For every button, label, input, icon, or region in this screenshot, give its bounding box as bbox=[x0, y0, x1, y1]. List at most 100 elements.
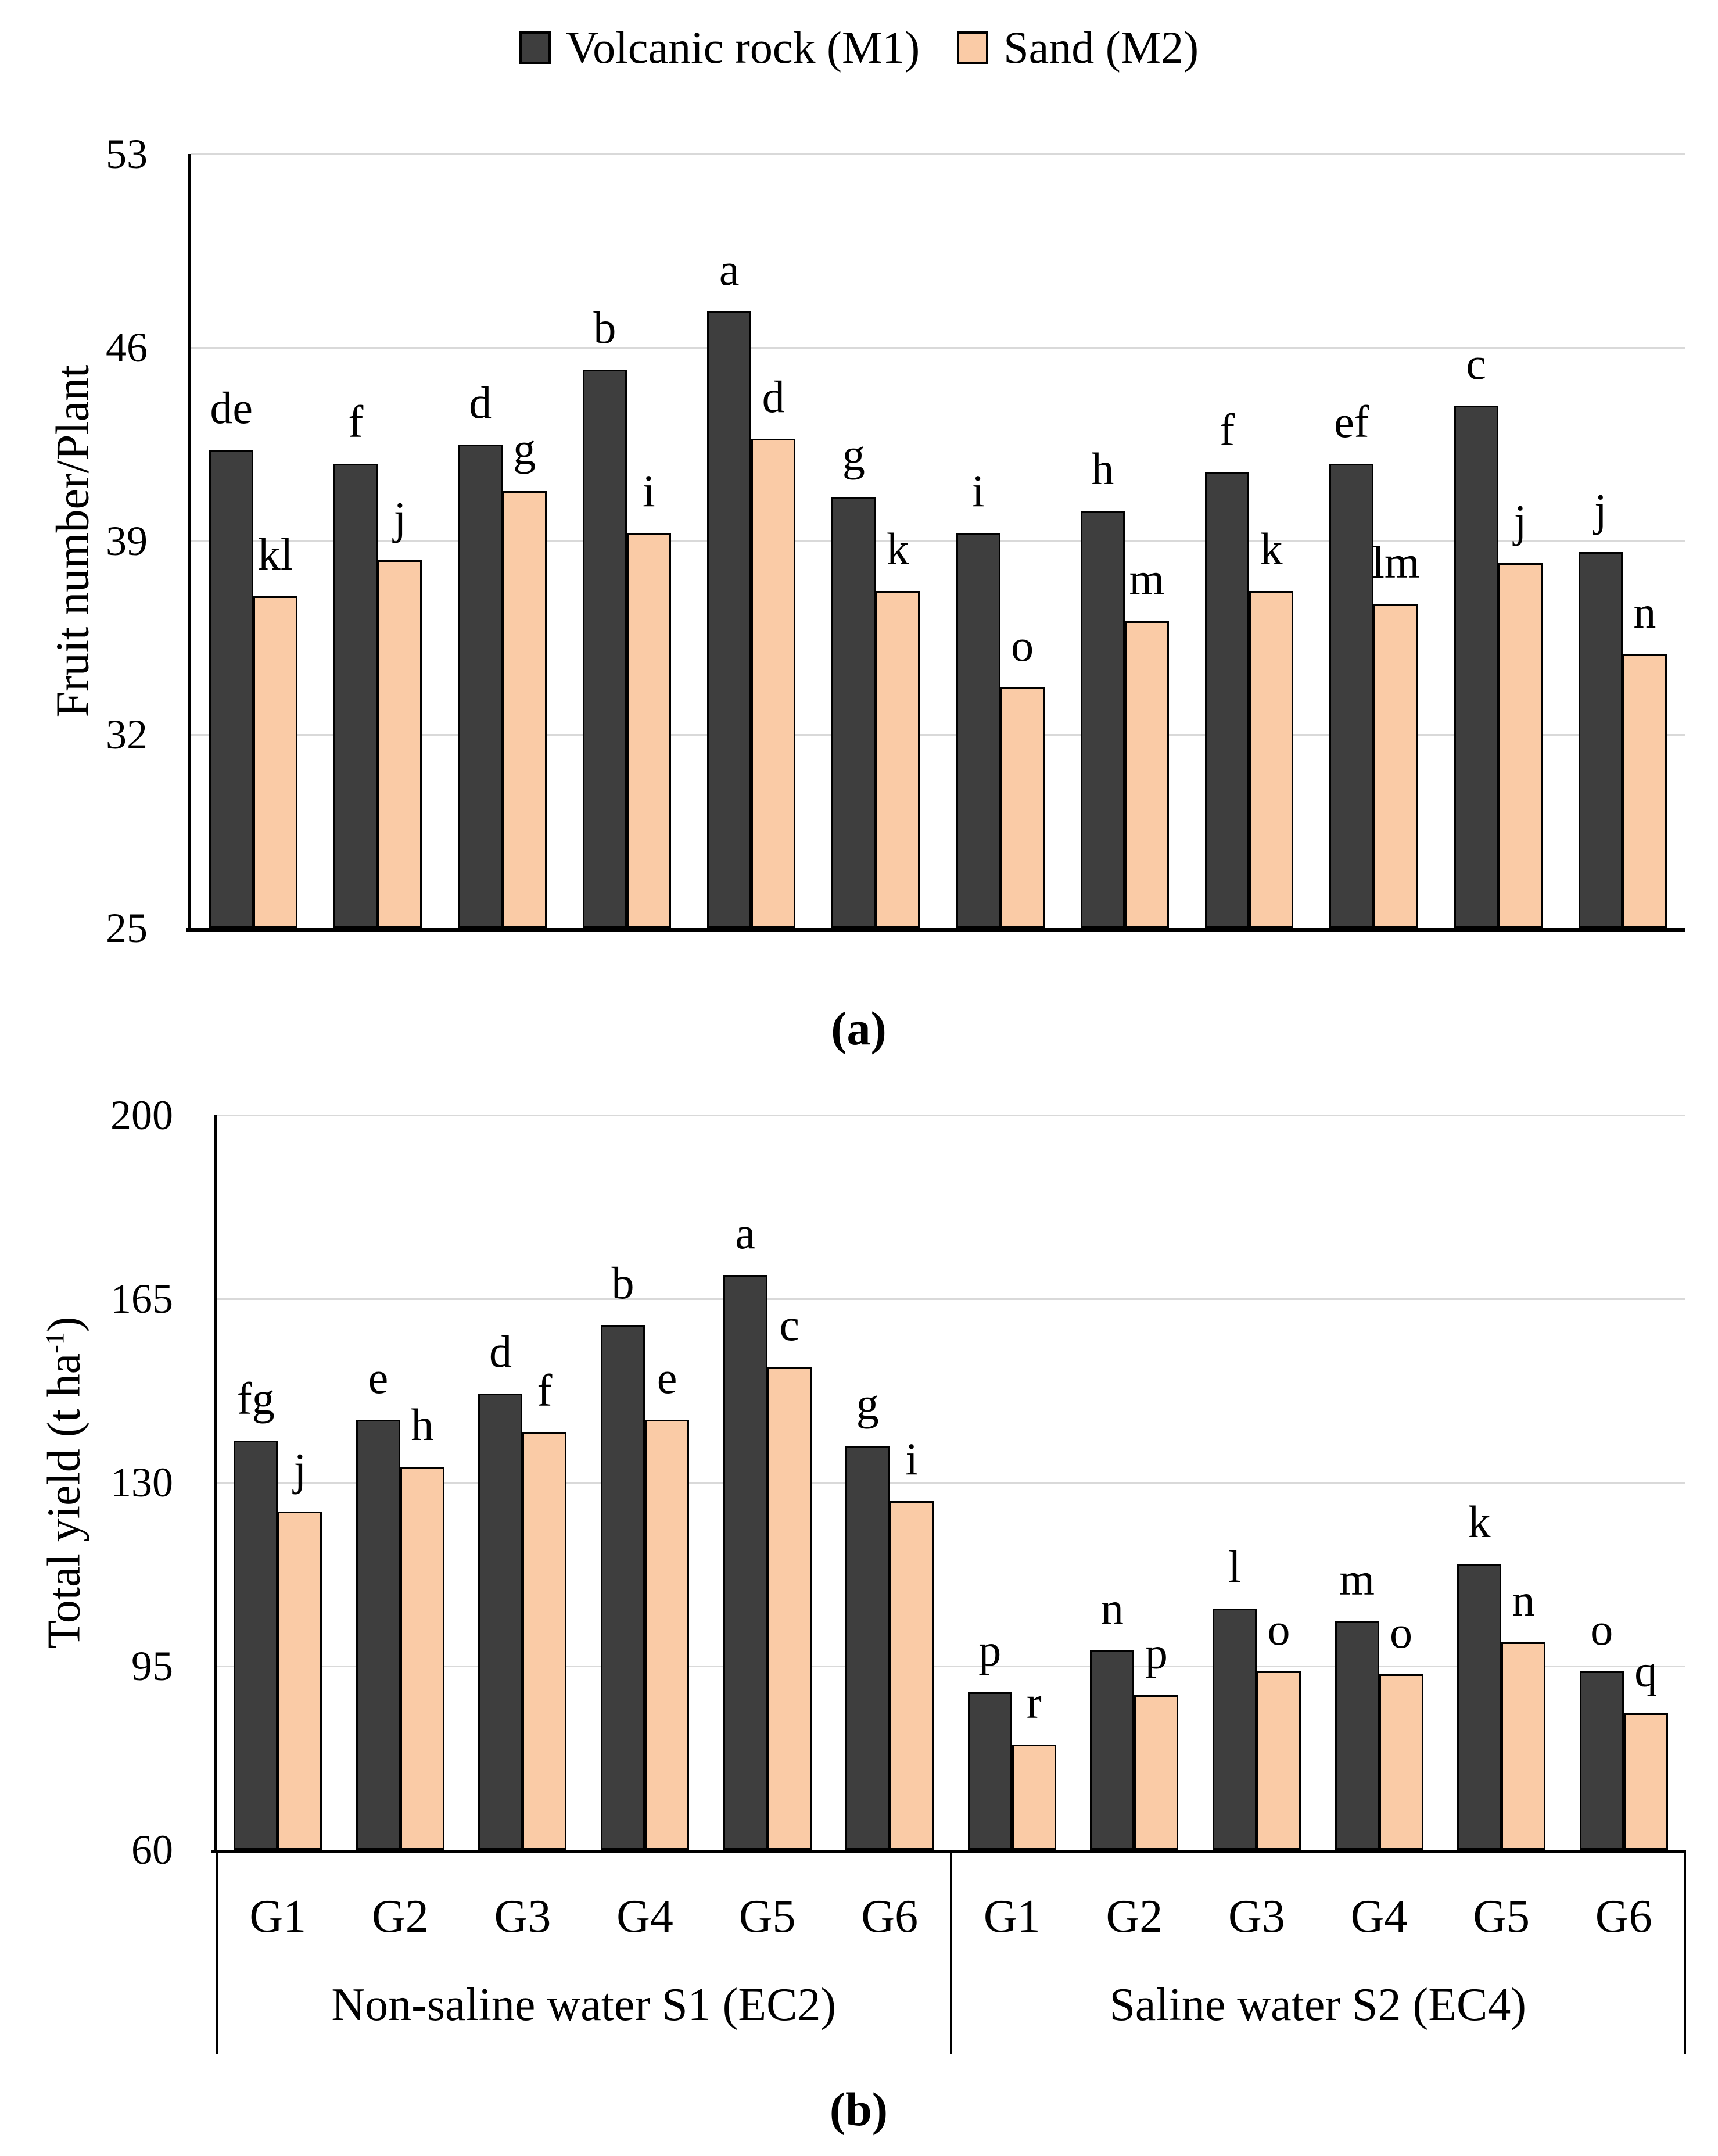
y-tick-label-46: 46 bbox=[106, 324, 148, 371]
significance-letter-sand-5: d bbox=[762, 371, 785, 422]
bar-volcanic-rock-7 bbox=[967, 1692, 1012, 1850]
x-axis-divider-2 bbox=[949, 1850, 952, 2054]
bar-volcanic-rock-12 bbox=[1579, 1671, 1624, 1850]
bar-volcanic-rock-10 bbox=[1329, 463, 1374, 928]
caption-panel-b: (b) bbox=[829, 2083, 888, 2136]
significance-letter-sand-4: e bbox=[657, 1352, 677, 1403]
y-gridline-165 bbox=[217, 1298, 1685, 1300]
x-category-label-7: G1 bbox=[983, 1891, 1041, 1942]
bar-volcanic-rock-9 bbox=[1205, 472, 1250, 928]
y-gridline-95 bbox=[217, 1665, 1685, 1667]
bar-volcanic-rock-2 bbox=[333, 463, 378, 928]
significance-letter-volcanic-rock-1: fg bbox=[236, 1373, 275, 1424]
bar-volcanic-rock-3 bbox=[478, 1393, 523, 1850]
x-category-label-8: G2 bbox=[1106, 1891, 1163, 1942]
bar-sand-12 bbox=[1622, 654, 1667, 928]
significance-letter-volcanic-rock-7: p bbox=[978, 1625, 1002, 1676]
bar-volcanic-rock-3 bbox=[458, 444, 503, 928]
bar-volcanic-rock-6 bbox=[831, 496, 876, 928]
significance-letter-sand-10: lm bbox=[1372, 537, 1420, 588]
significance-letter-volcanic-rock-4: b bbox=[611, 1258, 634, 1309]
significance-letter-volcanic-rock-12: o bbox=[1590, 1604, 1613, 1655]
significance-letter-volcanic-rock-1: de bbox=[210, 382, 253, 433]
significance-letter-sand-6: i bbox=[905, 1433, 919, 1484]
y-gridline-46 bbox=[191, 346, 1685, 349]
bar-volcanic-rock-1 bbox=[234, 1440, 278, 1850]
y-gridline-53 bbox=[191, 153, 1685, 155]
significance-letter-sand-8: p bbox=[1145, 1627, 1168, 1678]
significance-letter-volcanic-rock-5: a bbox=[735, 1208, 755, 1259]
significance-letter-sand-2: j bbox=[393, 493, 407, 544]
bar-sand-6 bbox=[890, 1500, 934, 1850]
bar-sand-3 bbox=[502, 491, 547, 928]
significance-letter-volcanic-rock-6: g bbox=[842, 429, 865, 480]
bar-volcanic-rock-10 bbox=[1335, 1621, 1379, 1850]
y-tick-label-53: 53 bbox=[106, 131, 148, 177]
significance-letter-sand-7: o bbox=[1011, 620, 1034, 671]
y-tick-label-200: 200 bbox=[110, 1092, 173, 1138]
significance-letter-sand-3: g bbox=[513, 424, 536, 475]
bar-sand-9 bbox=[1256, 1671, 1301, 1850]
legend-item-sand: Sand (M2) bbox=[957, 25, 1199, 70]
bar-sand-4 bbox=[626, 532, 671, 928]
significance-letter-sand-6: k bbox=[886, 523, 909, 574]
bar-volcanic-rock-1 bbox=[209, 450, 254, 928]
significance-letter-sand-1: kl bbox=[257, 529, 293, 580]
bar-volcanic-rock-9 bbox=[1212, 1608, 1257, 1850]
y-gridline-32 bbox=[191, 733, 1685, 736]
significance-letter-sand-9: k bbox=[1260, 523, 1283, 574]
x-category-label-9: G3 bbox=[1228, 1891, 1285, 1942]
significance-letter-volcanic-rock-3: d bbox=[489, 1326, 512, 1377]
y-tick-label-60: 60 bbox=[131, 1826, 173, 1873]
significance-letter-volcanic-rock-12: j bbox=[1594, 485, 1607, 536]
bar-sand-4 bbox=[645, 1419, 690, 1850]
bar-volcanic-rock-5 bbox=[723, 1275, 767, 1850]
bar-sand-8 bbox=[1124, 621, 1169, 928]
bar-sand-1 bbox=[278, 1511, 322, 1850]
significance-letter-volcanic-rock-9: f bbox=[1220, 404, 1235, 456]
significance-letter-volcanic-rock-7: i bbox=[971, 465, 985, 516]
legend-item-volcanic-rock: Volcanic rock (M1) bbox=[519, 25, 920, 70]
x-category-label-10: G4 bbox=[1350, 1891, 1408, 1942]
significance-letter-sand-5: c bbox=[779, 1299, 799, 1351]
significance-letter-sand-2: h bbox=[411, 1399, 434, 1450]
bar-sand-3 bbox=[522, 1432, 567, 1850]
significance-letter-sand-11: j bbox=[1513, 496, 1527, 547]
bar-sand-2 bbox=[400, 1466, 444, 1850]
bar-sand-11 bbox=[1501, 1642, 1546, 1850]
x-axis-line-b bbox=[211, 1850, 1685, 1853]
significance-letter-volcanic-rock-9: l bbox=[1228, 1541, 1241, 1592]
significance-letter-volcanic-rock-10: ef bbox=[1334, 396, 1369, 447]
significance-letter-volcanic-rock-4: b bbox=[593, 302, 616, 353]
significance-letter-sand-1: j bbox=[293, 1444, 307, 1495]
x-category-label-2: G2 bbox=[371, 1891, 429, 1942]
x-category-label-3: G3 bbox=[494, 1891, 551, 1942]
y-gridline-39 bbox=[191, 540, 1685, 542]
significance-letter-volcanic-rock-11: c bbox=[1466, 338, 1486, 389]
bar-sand-10 bbox=[1379, 1674, 1423, 1850]
significance-letter-sand-8: m bbox=[1129, 553, 1165, 604]
significance-letter-sand-7: r bbox=[1026, 1677, 1042, 1728]
bar-volcanic-rock-11 bbox=[1454, 405, 1498, 928]
bar-volcanic-rock-4 bbox=[601, 1325, 645, 1850]
significance-letter-sand-9: o bbox=[1267, 1604, 1290, 1655]
legend-label-volcanic-rock: Volcanic rock (M1) bbox=[565, 22, 920, 73]
bar-volcanic-rock-11 bbox=[1457, 1563, 1502, 1850]
x-category-label-6: G6 bbox=[861, 1891, 919, 1942]
y-gridline-200 bbox=[217, 1114, 1685, 1116]
y-tick-label-130: 130 bbox=[110, 1459, 173, 1506]
x-category-label-12: G6 bbox=[1595, 1891, 1652, 1942]
significance-letter-sand-11: n bbox=[1512, 1575, 1535, 1626]
y-tick-label-25: 25 bbox=[106, 905, 148, 951]
bar-volcanic-rock-8 bbox=[1090, 1650, 1135, 1850]
y-gridline-130 bbox=[217, 1481, 1685, 1484]
x-group-label-1: Non-saline water S1 (EC2) bbox=[331, 1979, 837, 2030]
significance-letter-sand-3: f bbox=[537, 1365, 553, 1416]
y-tick-label-39: 39 bbox=[106, 518, 148, 564]
significance-letter-volcanic-rock-5: a bbox=[719, 244, 740, 295]
legend-swatch-volcanic-rock-icon bbox=[519, 31, 551, 64]
significance-letter-volcanic-rock-10: m bbox=[1339, 1554, 1375, 1605]
significance-letter-volcanic-rock-3: d bbox=[469, 377, 492, 428]
x-group-label-2: Saline water S2 (EC4) bbox=[1109, 1979, 1527, 2030]
